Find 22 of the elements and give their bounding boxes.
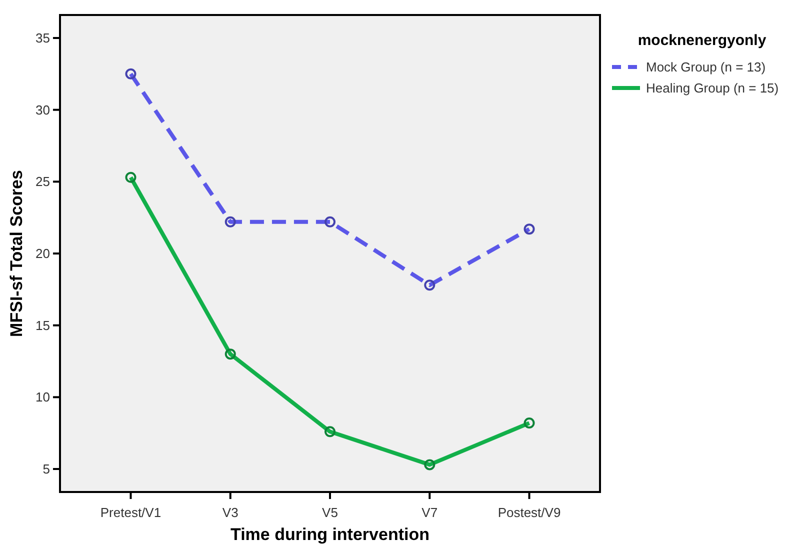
y-axis-title: MFSI-sf Total Scores [7,170,26,337]
legend-label: Mock Group (n = 13) [646,60,766,75]
legend-label: Healing Group (n = 15) [646,80,779,96]
y-tick-label: 20 [36,246,50,262]
y-tick-label: 25 [36,174,50,190]
x-tick-label: Postest/V9 [498,505,561,520]
point [524,418,535,429]
y-tick-label: 35 [36,30,50,46]
x-tick-label: V5 [322,505,338,520]
point [324,426,336,438]
x-tick-label: Pretest/V1 [100,505,162,520]
x-tick-label: V7 [422,505,438,520]
y-tick-label: 15 [36,318,50,333]
x-tick-label: V3 [222,505,238,520]
point [125,172,136,183]
y-tick-label: 10 [36,390,50,405]
point [424,459,436,470]
point [224,348,236,360]
y-tick-label: 5 [42,462,50,477]
x-axis-title: Time during intervention [230,525,430,544]
y-tick-label: 30 [36,102,50,118]
legend-title: mocknenergyonly [638,32,767,49]
